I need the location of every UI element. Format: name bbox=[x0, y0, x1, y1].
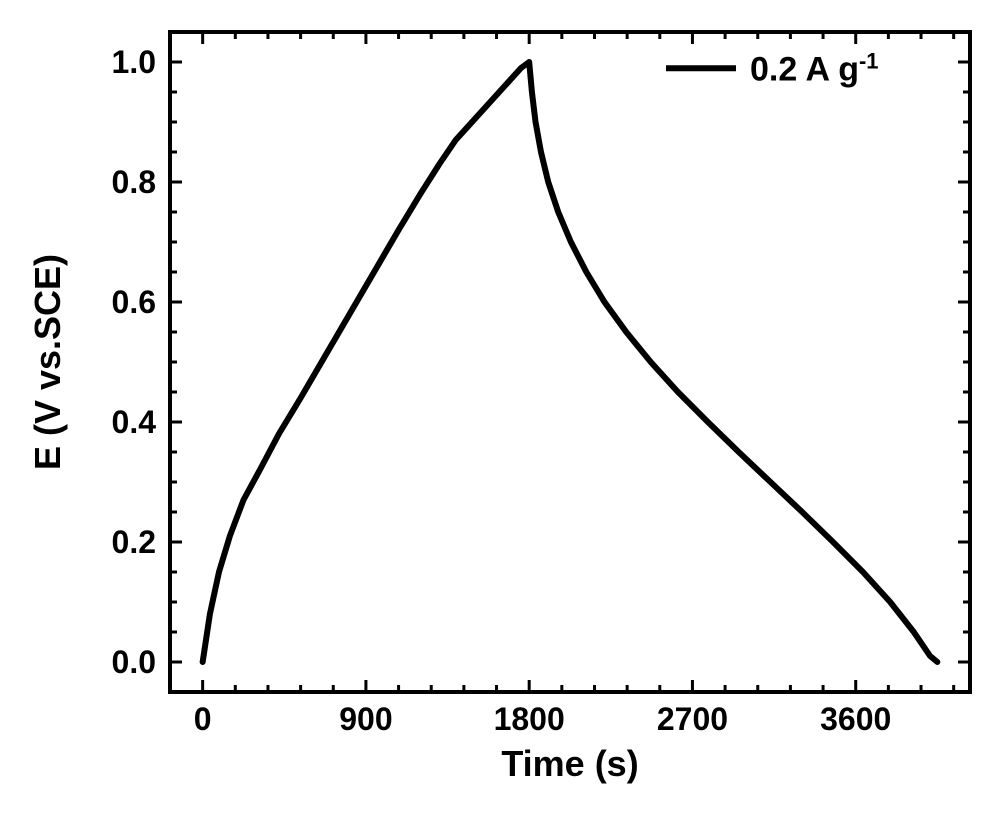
y-tick-label: 0.2 bbox=[112, 524, 156, 560]
y-tick-label: 0.4 bbox=[112, 404, 157, 440]
x-tick-label: 0 bbox=[194, 701, 212, 737]
x-tick-label: 2700 bbox=[657, 701, 728, 737]
x-tick-label: 1800 bbox=[494, 701, 565, 737]
y-tick-label: 1.0 bbox=[112, 44, 156, 80]
y-axis-label: E (V vs.SCE) bbox=[27, 254, 68, 470]
x-axis-label: Time (s) bbox=[501, 743, 638, 784]
y-tick-label: 0.0 bbox=[112, 644, 156, 680]
y-tick-label: 0.8 bbox=[112, 164, 156, 200]
x-tick-label: 900 bbox=[339, 701, 392, 737]
chart-svg: 0 900 1800 2700 3600 0.0 0.2 0.4 0.6 0.8 1.0 Time (… bbox=[0, 0, 1000, 824]
y-tick-label: 0.6 bbox=[112, 284, 156, 320]
chart-container: 0 900 1800 2700 3600 0.0 0.2 0.4 0.6 0.8 1.0 Time (… bbox=[0, 0, 1000, 824]
x-tick-label: 3600 bbox=[820, 701, 891, 737]
